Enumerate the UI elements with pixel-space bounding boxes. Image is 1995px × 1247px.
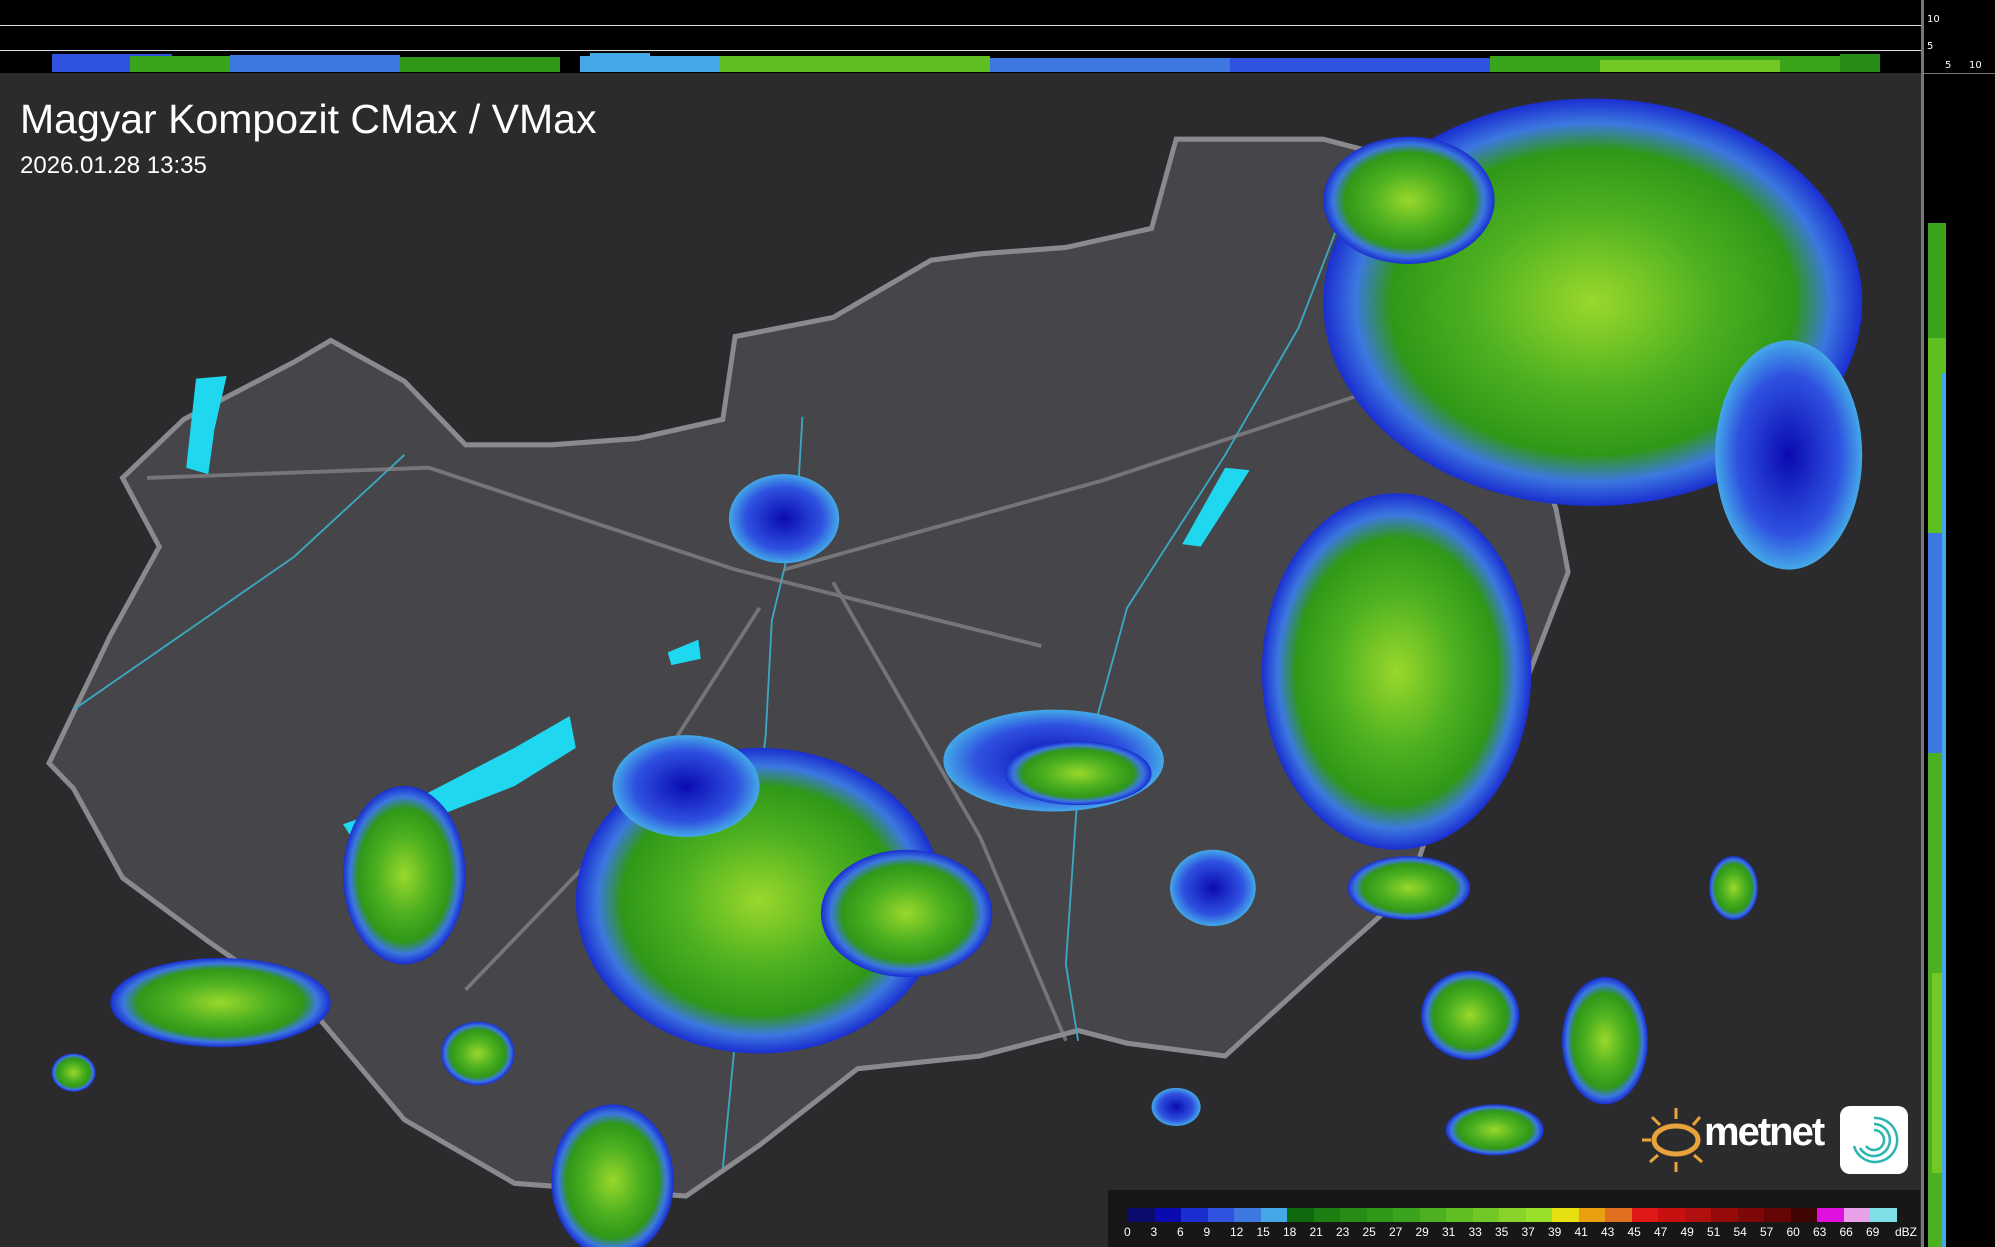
legend-label: 51 <box>1707 1225 1721 1239</box>
legend-swatch <box>1578 1208 1605 1222</box>
legend-swatch <box>1684 1208 1711 1222</box>
legend-swatch <box>1605 1208 1632 1222</box>
map-timestamp: 2026.01.28 13:35 <box>20 152 207 179</box>
legend-swatch <box>1393 1208 1420 1222</box>
legend-label: 57 <box>1760 1225 1774 1239</box>
gridline-5 <box>0 50 1921 51</box>
legend-label: 39 <box>1548 1225 1562 1239</box>
legend-swatch <box>1419 1208 1446 1222</box>
legend-label: 35 <box>1495 1225 1509 1239</box>
legend-labels: 0 3 6 9 12 15 18 21 23 25 27 29 31 33 35 37 39 41 43 45 47 49… <box>1124 1225 1897 1239</box>
legend-swatch <box>1764 1208 1791 1222</box>
legend-label: 0 <box>1124 1225 1131 1239</box>
legend-label: 27 <box>1389 1225 1403 1239</box>
legend-swatch <box>1843 1208 1870 1222</box>
legend-label: 23 <box>1336 1225 1350 1239</box>
axis-label-10-h: 10 <box>1969 60 1982 71</box>
legend-swatch <box>1631 1208 1658 1222</box>
legend-label: 3 <box>1150 1225 1158 1239</box>
legend-swatch <box>1181 1208 1208 1222</box>
legend-swatch <box>1817 1208 1844 1222</box>
top-cross-section-strip <box>0 0 1921 73</box>
axis-label-10: 10 <box>1927 14 1940 25</box>
logo-text: metnet <box>1704 1110 1825 1154</box>
axis-label-5-h: 5 <box>1945 60 1952 71</box>
legend-swatch <box>1737 1208 1764 1222</box>
legend-label: 60 <box>1786 1225 1800 1239</box>
legend-label: 43 <box>1601 1225 1615 1239</box>
legend-label: 54 <box>1733 1225 1747 1239</box>
axis-label-5: 5 <box>1927 41 1934 52</box>
legend-label: 15 <box>1256 1225 1270 1239</box>
legend-label: 21 <box>1309 1225 1323 1239</box>
legend-swatch <box>1207 1208 1234 1222</box>
legend-swatch <box>1525 1208 1552 1222</box>
legend-label: 47 <box>1654 1225 1668 1239</box>
radar-echoes <box>51 98 1863 1247</box>
legend-swatch <box>1499 1208 1526 1222</box>
legend-swatch <box>1287 1208 1314 1222</box>
legend-label: 9 <box>1203 1225 1211 1239</box>
metnet-logo: metnet <box>1638 1105 1825 1180</box>
radar-map <box>0 73 1921 1247</box>
legend-label: 18 <box>1283 1225 1297 1239</box>
legend-label: 29 <box>1415 1225 1429 1239</box>
legend-swatch <box>1154 1208 1181 1222</box>
legend-swatch <box>1472 1208 1499 1222</box>
legend-label: 45 <box>1627 1225 1641 1239</box>
sun-logo-icon <box>1642 1108 1703 1172</box>
legend-color-bar <box>1128 1208 1897 1222</box>
right-profile-echoes <box>1928 223 1946 1247</box>
legend-label: 33 <box>1468 1225 1482 1239</box>
legend-label: 31 <box>1442 1225 1456 1239</box>
legend-swatch <box>1366 1208 1393 1222</box>
legend-swatch <box>1790 1208 1817 1222</box>
legend-swatch <box>1446 1208 1473 1222</box>
legend-swatch <box>1234 1208 1261 1222</box>
legend-swatch <box>1658 1208 1685 1222</box>
legend-swatch <box>1313 1208 1340 1222</box>
legend-label: 12 <box>1230 1225 1244 1239</box>
spiral-badge-icon <box>1840 1106 1908 1174</box>
legend-label: 41 <box>1574 1225 1588 1239</box>
legend-swatch <box>1128 1208 1155 1222</box>
legend-swatch <box>1260 1208 1287 1222</box>
legend-swatch <box>1552 1208 1579 1222</box>
legend-unit: dBZ <box>1895 1225 1918 1239</box>
legend-label: 69 <box>1866 1225 1880 1239</box>
legend-label: 37 <box>1521 1225 1535 1239</box>
legend-label: 25 <box>1362 1225 1376 1239</box>
map-title: Magyar Kompozit CMax / VMax <box>20 96 597 142</box>
legend-swatch <box>1340 1208 1367 1222</box>
top-profile-echoes <box>52 53 1880 72</box>
right-cross-section-strip: 10 5 5 10 <box>1921 0 1995 1247</box>
gridline-10 <box>0 25 1921 26</box>
legend-swatch <box>1711 1208 1738 1222</box>
legend-swatch <box>1870 1208 1897 1222</box>
legend-label: 49 <box>1680 1225 1694 1239</box>
color-scale-legend: 0 3 6 9 12 15 18 21 23 25 27 29 31 33 35 37 39 41 43 45 47 49… <box>1108 1190 1920 1247</box>
legend-label: 6 <box>1177 1225 1184 1239</box>
legend-label: 63 <box>1813 1225 1827 1239</box>
legend-label: 66 <box>1839 1225 1853 1239</box>
